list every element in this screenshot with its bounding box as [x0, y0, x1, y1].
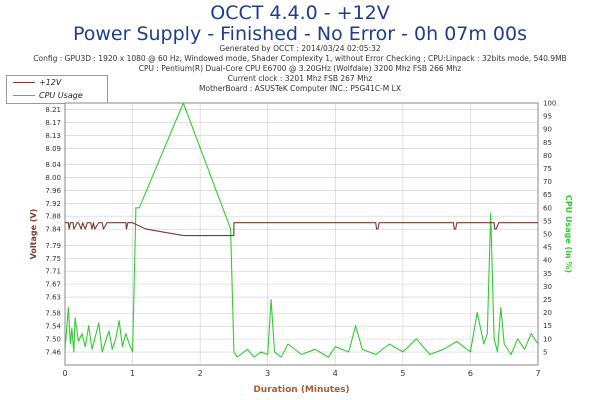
y-left-tick-label: 7.50: [45, 336, 61, 344]
series-line-cpu: [64, 102, 539, 358]
legend-swatch-cpu: [13, 95, 35, 96]
y-right-tick-label: 90: [543, 126, 552, 134]
y-right-tick-label: 95: [543, 113, 552, 121]
y-left-tick-label: 8.09: [45, 145, 61, 153]
cpu-info: CPU : Pentium(R) Dual-Core CPU E6700 @ 3…: [138, 64, 462, 73]
chart-title: OCCT 4.4.0 - +12V: [210, 2, 390, 24]
series-line-voltage: [65, 222, 538, 237]
y-right-tick-label: 60: [543, 204, 552, 212]
plot-area: [65, 103, 538, 365]
y-right-tick-label: 70: [543, 178, 552, 186]
chart-legend: +12V CPU Usage: [6, 75, 108, 104]
y-right-tick-label: 10: [543, 335, 552, 343]
x-tick-label: 6: [468, 369, 473, 378]
y-right-tick-label: 75: [543, 165, 552, 173]
y-left-tick-label: 7.79: [45, 242, 61, 250]
motherboard-info: MotherBoard : ASUSTeK Computer INC.: P5G…: [199, 84, 401, 93]
y-right-tick-label: 85: [543, 139, 552, 147]
y-right-tick-label: 65: [543, 191, 552, 199]
x-tick-label: 1: [130, 369, 135, 378]
legend-label-cpu: CPU Usage: [39, 91, 83, 100]
y-right-tick-label: 30: [543, 283, 552, 291]
y-left-tick-label: 7.75: [45, 255, 61, 263]
y-left-tick-label: 7.54: [45, 323, 61, 331]
legend-entry-voltage: +12V: [7, 76, 107, 89]
y-left-tick-label: 8.17: [45, 119, 61, 127]
x-axis-label: Duration (Minutes): [253, 385, 349, 395]
y-left-tick-label: 7.96: [45, 187, 61, 195]
y-left-tick-label: 7.67: [45, 281, 61, 289]
chart-subtitle: Power Supply - Finished - No Error - 0h …: [72, 23, 528, 45]
x-tick-label: 3: [265, 369, 270, 378]
y-right-tick-label: 40: [543, 257, 552, 265]
x-tick-label: 2: [198, 369, 203, 378]
y-left-tick-label: 8.00: [45, 174, 61, 182]
clock-info: Current clock : 3201 Mhz FSB 267 Mhz: [227, 74, 373, 83]
legend-label-voltage: +12V: [39, 78, 62, 87]
y-right-tick-label: 25: [543, 296, 552, 304]
y-right-tick-label: 80: [543, 152, 552, 160]
legend-entry-cpu: CPU Usage: [7, 89, 107, 102]
x-tick-label: 5: [400, 369, 405, 378]
y-left-tick-label: 7.92: [45, 200, 61, 208]
y-right-tick-label: 50: [543, 231, 552, 239]
y-right-tick-label: 100: [543, 100, 556, 108]
y-right-tick-label: 45: [543, 244, 552, 252]
y-left-axis-label: Voltage (V): [29, 209, 38, 260]
y-right-tick-label: 5: [543, 348, 547, 356]
legend-swatch-voltage: [13, 82, 35, 83]
y-left-tick-label: 8.21: [45, 106, 61, 114]
x-tick-label: 7: [535, 369, 540, 378]
y-left-tick-label: 8.04: [45, 161, 61, 169]
y-left-tick-label: 7.63: [45, 294, 61, 302]
y-right-tick-label: 55: [543, 217, 552, 225]
generated-info: Generated by OCCT : 2014/03/24 02:05:32: [219, 44, 381, 53]
y-right-tick-label: 35: [543, 270, 552, 278]
y-right-tick-label: 15: [543, 322, 552, 330]
y-left-tick-label: 8.13: [45, 132, 61, 140]
y-left-tick-label: 7.58: [45, 310, 61, 318]
y-right-axis-label: CPU Usage (in %): [564, 195, 573, 273]
y-left-tick-label: 7.88: [45, 213, 61, 221]
x-tick-label: 4: [333, 369, 338, 378]
y-left-tick-label: 7.84: [45, 226, 61, 234]
y-right-tick-label: 20: [543, 309, 552, 317]
x-tick-label: 0: [62, 369, 67, 378]
y-left-tick-label: 7.46: [45, 349, 61, 357]
y-left-tick-label: 7.71: [45, 268, 61, 276]
plot-border: [64, 102, 539, 366]
config-info: Config : GPU3D : 1920 x 1080 @ 60 Hz, Wi…: [33, 54, 567, 63]
